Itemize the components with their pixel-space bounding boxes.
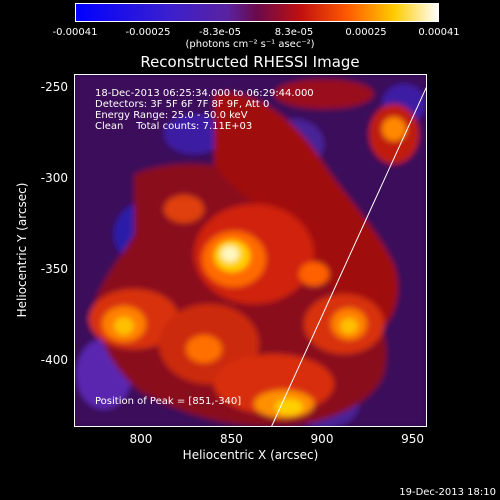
peak-position-text: Position of Peak = [851,-340] (95, 396, 242, 407)
heatmap (74, 74, 427, 427)
solar-limb-line (270, 84, 427, 427)
time-range-text: 18-Dec-2013 06:25:34.000 to 06:29:44.000 (95, 88, 314, 99)
detectors-text: Detectors: 3F 5F 6F 7F 8F 9F, Att 0 (95, 99, 270, 110)
y-tick-label: -350 (40, 261, 68, 276)
colorbar-tick: -8.3e-05 (199, 27, 241, 38)
colorbar-tick: -0.00041 (52, 27, 98, 38)
y-tick-label: -400 (40, 352, 68, 367)
x-axis-label: Heliocentric X (arcsec) (182, 448, 319, 462)
colorbar-gradient (76, 4, 438, 21)
x-tick-label: 800 (129, 432, 153, 446)
colorbar-tick: 8.3e-05 (274, 27, 314, 38)
colorbar (75, 3, 439, 22)
heatmap-body (74, 74, 427, 427)
x-tick-label: 950 (401, 432, 424, 446)
colorbar-tick: -0.00025 (125, 27, 171, 38)
colorbar-units: (photons cm⁻² s⁻¹ asec⁻²) (185, 39, 315, 50)
timestamp-footer: 19-Dec-2013 18:10 (399, 487, 496, 498)
plot-area: 18-Dec-2013 06:25:34.000 to 06:29:44.000… (74, 74, 427, 427)
clean-counts-text: Clean Total counts: 7.11E+03 (95, 121, 253, 132)
chart-title: Reconstructed RHESSI Image (140, 53, 360, 71)
y-tick-label: -300 (40, 170, 68, 185)
energy-range-text: Energy Range: 25.0 - 50.0 keV (95, 110, 248, 121)
y-axis-label: Heliocentric Y (arcsec) (15, 182, 29, 318)
x-tick-label: 850 (220, 432, 243, 446)
x-tick-label: 900 (310, 432, 334, 446)
colorbar-tick: 0.00041 (418, 27, 460, 38)
colorbar-tick: 0.00025 (345, 27, 387, 38)
y-tick-label: -250 (40, 79, 68, 94)
